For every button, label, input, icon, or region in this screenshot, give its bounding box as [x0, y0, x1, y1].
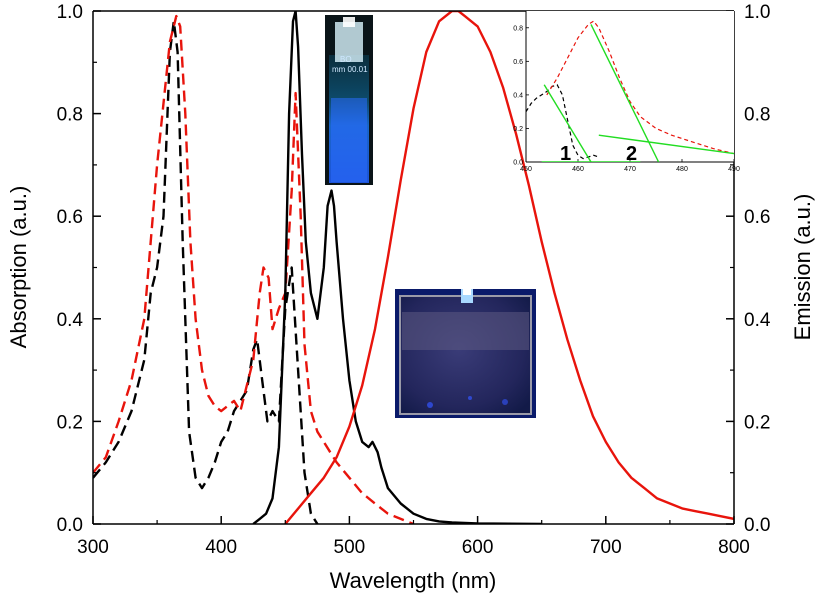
y-left-tick-label: 0.0 [57, 515, 83, 536]
y-left-tick-label: 0.8 [57, 105, 83, 126]
inset-series [526, 20, 734, 162]
y-left-tick-label: 0.2 [57, 412, 83, 433]
inset-x-tick-label: 470 [624, 166, 636, 173]
y-right-tick-label: 0.6 [744, 207, 770, 228]
inset-annotation-2: 2 [626, 143, 637, 165]
inset-series-line-1 [526, 84, 599, 160]
y-left-tick-label: 0.6 [57, 207, 83, 228]
x-axis-title: Wavelength (nm) [330, 568, 497, 593]
inset-y-tick-label: 0.6 [513, 59, 523, 66]
inset-y-tick-label: 0.8 [513, 25, 523, 32]
inset-series-line-2 [546, 20, 734, 155]
y-axis-right-title: Emission (a.u.) [790, 194, 815, 341]
inset-x-tick-label: 450 [520, 166, 532, 173]
inset-x-tick-label: 460 [572, 166, 584, 173]
main-plot-series [93, 11, 734, 524]
inset-annotation-1: 1 [560, 143, 571, 165]
series-line-4 [284, 11, 734, 524]
y-right-tick-label: 0.4 [744, 310, 771, 331]
inset-chart: 450 460 470 480 490 0.0 0.2 0.4 0.6 0.8 1 2 [513, 11, 740, 173]
inset-x-tick-label: 480 [676, 166, 688, 173]
inset-x-tick-label: 490 [728, 166, 740, 173]
inset-y-tick-label: 0.4 [513, 92, 523, 99]
inset-ticks: 450 460 470 480 490 0.0 0.2 0.4 0.6 0.8 [513, 25, 740, 173]
series-line-3 [252, 11, 542, 524]
x-tick-label: 800 [718, 537, 750, 558]
x-tick-label: 500 [334, 537, 366, 558]
y-right-tick-label: 0.0 [744, 515, 770, 536]
inset-series-line-6 [598, 134, 734, 155]
x-tick-label: 700 [590, 537, 622, 558]
y-right-tick-label: 0.8 [744, 105, 770, 126]
cuvette-label-top: BO [340, 55, 352, 64]
cuvette-photo: BO mm 00.01 [325, 15, 373, 185]
x-tick-label: 600 [462, 537, 494, 558]
inset-series-line-4 [590, 24, 660, 162]
inset-series-line-3 [543, 84, 592, 162]
inset-y-tick-label: 0.0 [513, 160, 523, 167]
inset-y-tick-label: 0.2 [513, 126, 523, 133]
cuvette-label-bottom: mm 00.01 [332, 65, 368, 74]
y-right-tick-label: 0.2 [744, 412, 770, 433]
series-line-2 [93, 14, 414, 524]
x-tick-label: 300 [77, 537, 109, 558]
y-left-tick-label: 1.0 [57, 2, 83, 23]
y-left-tick-label: 0.4 [57, 310, 84, 331]
x-tick-label: 400 [205, 537, 237, 558]
film-photo [395, 289, 536, 418]
y-axis-left-title: Absorption (a.u.) [6, 186, 31, 349]
series-line-1 [93, 20, 319, 524]
y-right-tick-label: 1.0 [744, 2, 770, 23]
